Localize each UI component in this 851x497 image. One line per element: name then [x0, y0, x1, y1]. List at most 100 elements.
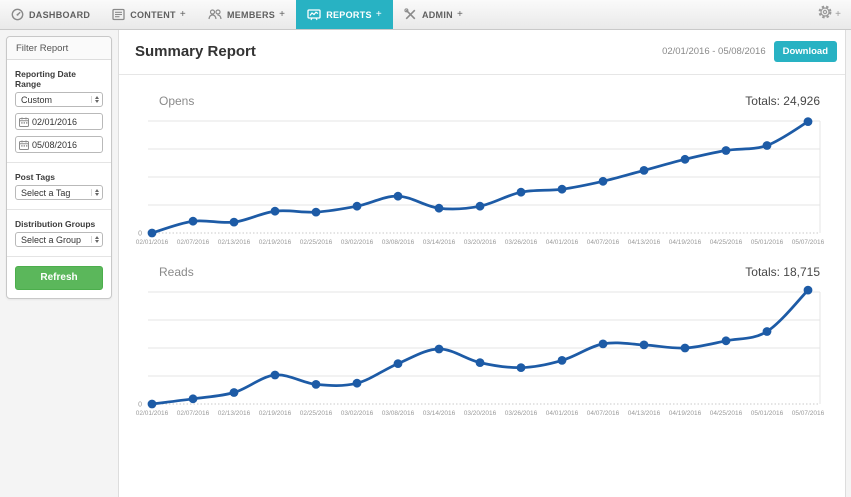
nav-item-label: REPORTS: [326, 9, 372, 20]
chart-point[interactable]: [516, 363, 526, 372]
chart-point[interactable]: [270, 370, 280, 380]
nav-item-content[interactable]: CONTENT +: [101, 0, 197, 29]
chart-point[interactable]: [311, 380, 321, 389]
nav-item-reports[interactable]: REPORTS +: [296, 0, 393, 29]
calendar-icon[interactable]: [16, 114, 32, 129]
chart-point[interactable]: [229, 388, 239, 397]
x-tick-label: 03/26/2016: [505, 239, 538, 246]
page-title: Summary Report: [135, 43, 256, 60]
x-tick-label: 02/01/2016: [136, 239, 169, 246]
chart-point[interactable]: [393, 359, 403, 368]
x-tick-label: 03/26/2016: [505, 410, 538, 417]
chart-point[interactable]: [311, 207, 321, 217]
chart-point[interactable]: [762, 327, 772, 336]
reports-icon: [307, 8, 321, 21]
right-gutter: [846, 30, 851, 497]
distribution-groups-select[interactable]: Select a Group: [15, 232, 103, 247]
chart-point[interactable]: [188, 216, 198, 226]
chart-point[interactable]: [229, 217, 239, 227]
x-tick-label: 04/19/2016: [669, 410, 702, 417]
gear-icon: [818, 5, 832, 24]
end-date-input[interactable]: [32, 139, 102, 150]
date-range-select[interactable]: Custom: [15, 92, 103, 107]
reporting-date-range-label: Reporting Date Range: [15, 69, 76, 89]
filter-panel-title: Filter Report: [7, 37, 111, 60]
y-zero-label: 0: [138, 231, 142, 238]
filter-panel-body: Reporting Date Range Custom: [7, 60, 111, 298]
select-stepper-icon: [91, 96, 99, 103]
chart-point[interactable]: [393, 191, 403, 201]
nav-item-members[interactable]: MEMBERS +: [197, 0, 296, 29]
x-tick-label: 05/01/2016: [751, 239, 784, 246]
chart-line: [151, 289, 809, 406]
x-tick-label: 02/07/2016: [177, 410, 210, 417]
chart-point[interactable]: [147, 228, 157, 238]
x-tick-label: 03/20/2016: [464, 239, 497, 246]
post-tags-select[interactable]: Select a Tag: [15, 185, 103, 200]
chart-point[interactable]: [598, 339, 608, 349]
chart-point[interactable]: [680, 343, 690, 353]
chart-point[interactable]: [762, 141, 772, 150]
start-date-input[interactable]: [32, 116, 102, 127]
select-stepper-icon: [91, 236, 99, 243]
chart-point[interactable]: [352, 201, 362, 211]
chart-point[interactable]: [557, 356, 567, 365]
dashboard-icon: [11, 8, 24, 21]
chart-point[interactable]: [803, 117, 813, 126]
nav-item-dashboard[interactable]: DASHBOARD: [0, 0, 101, 29]
x-tick-label: 02/25/2016: [300, 239, 333, 246]
nav-item-label: DASHBOARD: [29, 9, 91, 20]
download-button[interactable]: Download: [773, 41, 837, 62]
calendar-icon[interactable]: [16, 137, 32, 152]
chart-point[interactable]: [475, 358, 485, 367]
chart-point[interactable]: [434, 203, 444, 213]
post-tags-select-value: Select a Tag: [21, 187, 71, 198]
chart-title: Opens: [159, 94, 195, 108]
x-tick-label: 03/08/2016: [382, 410, 415, 417]
chart-point[interactable]: [680, 154, 690, 164]
chart-point[interactable]: [352, 378, 362, 388]
x-tick-label: 05/07/2016: [792, 410, 825, 417]
main-content: Summary Report 02/01/2016 - 05/08/2016 D…: [119, 30, 846, 497]
x-tick-label: 04/25/2016: [710, 410, 743, 417]
chart-point[interactable]: [434, 344, 444, 354]
x-tick-label: 03/20/2016: [464, 410, 497, 417]
x-tick-label: 04/13/2016: [628, 410, 661, 417]
chart-point[interactable]: [721, 336, 731, 346]
admin-icon: [404, 8, 417, 21]
chart-totals: Totals: 18,715: [745, 265, 820, 279]
chart-point[interactable]: [803, 285, 813, 295]
nav-item-label: CONTENT: [130, 9, 176, 20]
chart-point[interactable]: [721, 146, 731, 155]
chart-point[interactable]: [270, 206, 280, 216]
nav-spacer: [474, 0, 808, 29]
nav-plus: +: [375, 9, 382, 20]
select-stepper-icon: [91, 189, 99, 196]
x-tick-label: 03/08/2016: [382, 239, 415, 246]
x-tick-label: 03/14/2016: [423, 239, 456, 246]
nav-item-label: ADMIN: [421, 9, 453, 20]
nav-item-label: MEMBERS: [226, 9, 276, 20]
chart-point[interactable]: [557, 184, 567, 194]
start-date-field: [15, 113, 103, 130]
chart-point[interactable]: [598, 176, 608, 186]
opens-chart[interactable]: 002/01/2016 02/07/2016 02/13/2016 02/19/201…: [136, 113, 825, 247]
x-tick-label: 02/01/2016: [136, 410, 169, 417]
chart-point[interactable]: [188, 394, 198, 404]
reads-chart[interactable]: 002/01/2016 02/07/2016 02/13/2016 02/19/201…: [136, 284, 825, 418]
nav-item-admin[interactable]: ADMIN +: [393, 0, 474, 29]
chart-point[interactable]: [516, 187, 526, 197]
opens-chart-section: Opens Totals: 24,926 0 02/01/2016 02/07/20…: [136, 94, 845, 247]
date-range-select-value: Custom: [21, 94, 53, 105]
page-body: Filter Report Reporting Date Range Custo…: [0, 30, 851, 497]
chart-point[interactable]: [147, 399, 157, 409]
refresh-button[interactable]: Refresh: [15, 266, 103, 290]
chart-point[interactable]: [475, 201, 485, 211]
nav-plus: +: [279, 9, 286, 20]
settings-button[interactable]: +: [808, 0, 851, 29]
chart-point[interactable]: [639, 166, 649, 175]
post-tags-label: Post Tags: [15, 172, 55, 182]
x-tick-label: 04/13/2016: [628, 239, 661, 246]
chart-point[interactable]: [639, 340, 649, 350]
x-tick-label: 03/14/2016: [423, 410, 456, 417]
